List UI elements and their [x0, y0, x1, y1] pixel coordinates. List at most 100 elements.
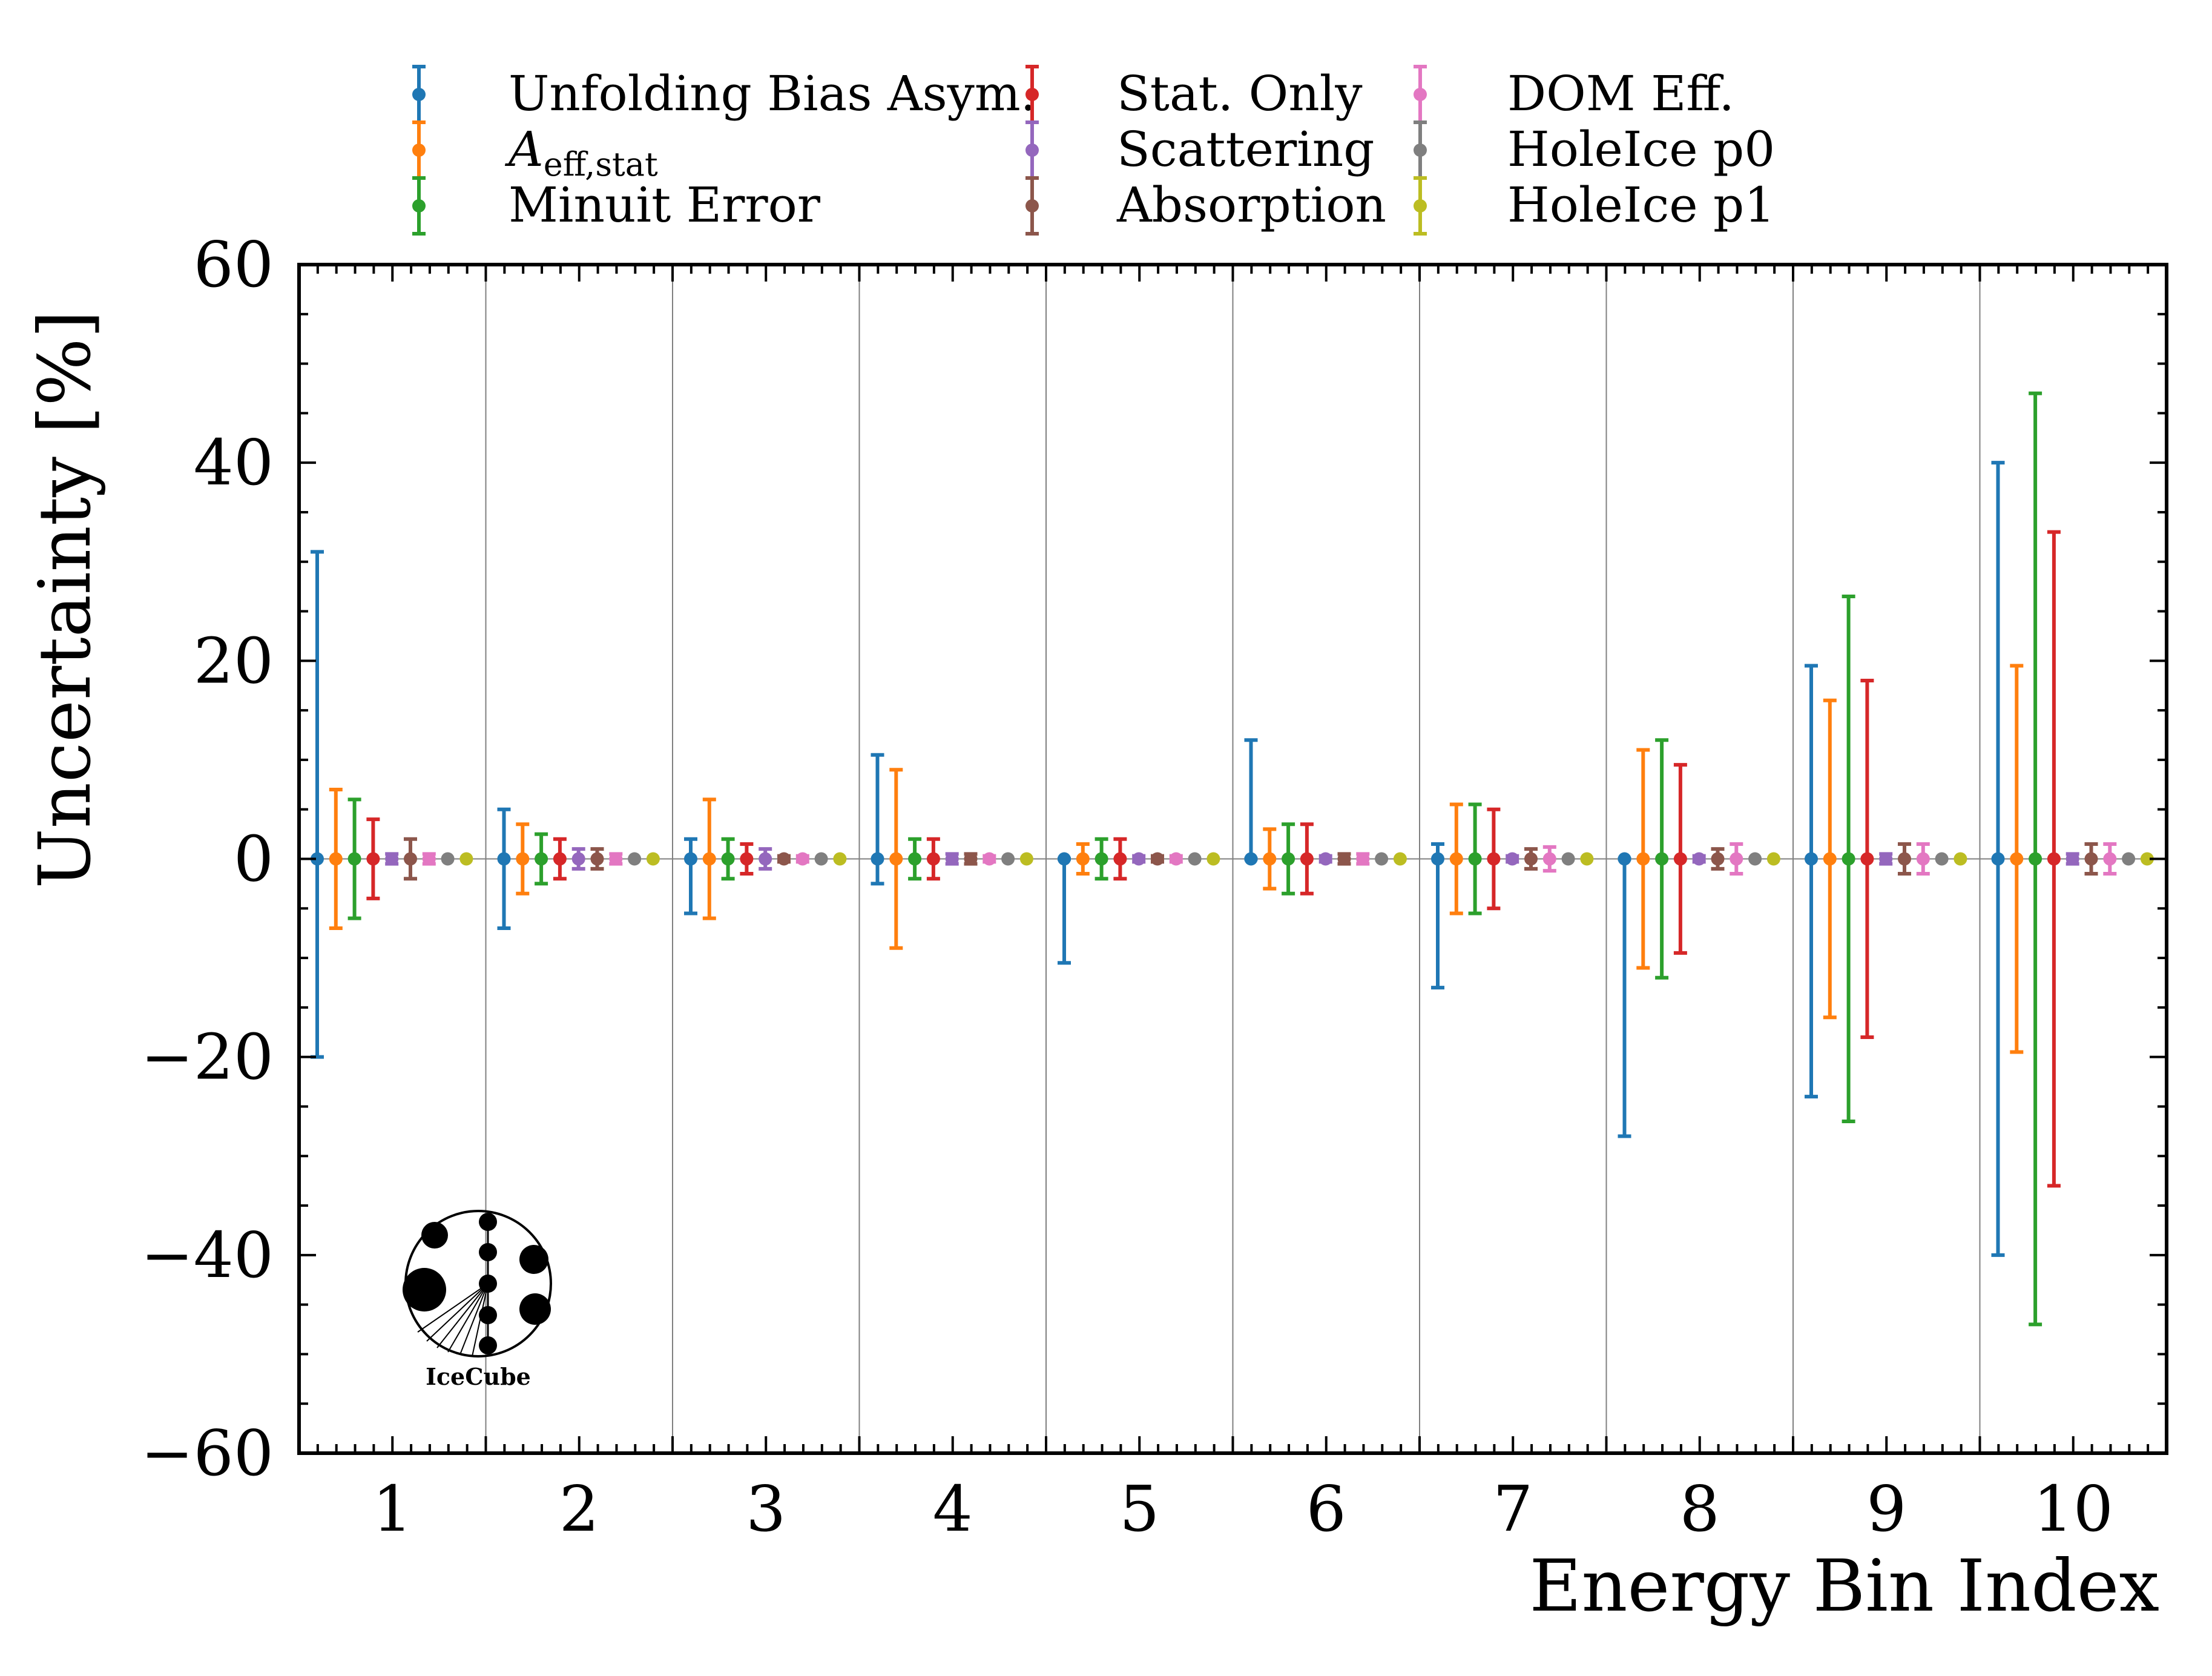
error-bar: [1561, 852, 1575, 866]
error-bar: [833, 852, 847, 866]
error-bar: [1151, 852, 1164, 866]
error-bar: [945, 852, 959, 866]
x-tick-label: 2: [559, 1472, 599, 1546]
error-bar: [1766, 852, 1780, 866]
error-bar: [684, 837, 697, 916]
x-tick-label: 7: [1493, 1472, 1533, 1546]
error-bar: [628, 852, 642, 866]
error-bar: [1244, 738, 1258, 866]
error-bar: [814, 852, 828, 866]
error-bar: [964, 852, 978, 866]
error-bar: [1618, 852, 1631, 1138]
legend-item: Scattering: [1025, 120, 1375, 180]
error-bar: [311, 550, 324, 1059]
error-bar: [777, 852, 791, 866]
error-bar: [590, 847, 604, 871]
plot-area: [297, 263, 2168, 1455]
error-bar: [2029, 391, 2042, 1327]
x-tick-label: 6: [1306, 1472, 1346, 1546]
svg-text:Stat. Only: Stat. Only: [1117, 65, 1363, 122]
error-bar: [2140, 852, 2154, 866]
y-tick-label: 40: [194, 426, 274, 500]
legend-item: HoleIce p0: [1414, 120, 1775, 180]
error-bar: [926, 837, 940, 881]
svg-text:HoleIce p0: HoleIce p0: [1507, 121, 1775, 177]
error-bar: [1673, 763, 1687, 955]
legend-item: Minuit Error: [412, 176, 821, 236]
error-bar: [1169, 852, 1183, 866]
error-bar: [1076, 842, 1090, 876]
error-bar: [2047, 530, 2061, 1188]
x-tick-label: 5: [1119, 1472, 1159, 1546]
y-tick-labels: −60 −40 −20 0 20 40 60: [141, 228, 274, 1490]
error-bar: [1431, 842, 1444, 990]
error-bar: [1094, 837, 1108, 881]
error-bar: [1916, 842, 1930, 876]
error-bar: [871, 753, 884, 886]
error-bar: [1730, 842, 1743, 876]
svg-text:Aeff,stat: Aeff,stat: [504, 121, 658, 183]
error-bar: [1393, 852, 1407, 866]
error-bar: [1879, 852, 1893, 866]
error-bar: [1636, 748, 1650, 970]
error-bar: [1487, 807, 1501, 911]
error-bar: [2122, 852, 2136, 866]
legend-item: Stat. Only: [1025, 65, 1363, 124]
error-bar: [1860, 679, 1874, 1039]
error-bar: [702, 797, 716, 920]
svg-text:HoleIce p1: HoleIce p1: [1507, 177, 1775, 233]
error-bar: [535, 832, 548, 886]
error-bar: [721, 837, 735, 881]
error-bar: [1282, 822, 1295, 896]
error-bar: [329, 787, 343, 931]
error-bar: [1356, 852, 1370, 866]
y-tick-label: 0: [234, 822, 274, 896]
error-bar: [516, 822, 530, 896]
error-bar: [1468, 802, 1482, 916]
error-bar: [366, 817, 380, 900]
error-bar: [1692, 852, 1706, 866]
error-bar: [2066, 852, 2079, 866]
error-bar: [1954, 852, 1967, 866]
error-bar: [1300, 822, 1314, 896]
error-bar: [983, 852, 996, 866]
error-bar: [571, 847, 585, 871]
error-bar: [1263, 827, 1277, 891]
x-tick-label: 1: [372, 1472, 412, 1546]
error-bar: [1542, 845, 1556, 873]
error-bar: [609, 852, 623, 866]
error-bar: [385, 852, 399, 866]
legend-item: Absorption: [1025, 176, 1386, 236]
error-bar: [347, 797, 361, 920]
x-tick-label: 9: [1866, 1472, 1906, 1546]
x-tick-label: 8: [1680, 1472, 1720, 1546]
error-bar: [795, 852, 809, 866]
error-bar: [759, 847, 772, 871]
plot-frame: [297, 263, 2168, 1455]
error-bar: [553, 837, 567, 881]
x-tick-labels: 1 2 3 4 5 6 7 8 9 10: [372, 1472, 2113, 1546]
error-bar: [1655, 738, 1669, 980]
error-bars: [311, 391, 2154, 1327]
y-axis-label: Uncertainty [%]: [23, 310, 107, 888]
error-bar: [1823, 698, 1837, 1020]
error-bar: [1058, 852, 1071, 965]
legend-item: Aeff,stat: [412, 120, 658, 183]
svg-text:Unfolding Bias Asym.: Unfolding Bias Asym.: [509, 65, 1036, 122]
error-bar: [646, 852, 660, 866]
error-bar: [422, 852, 436, 866]
y-tick-label: 20: [194, 624, 274, 698]
error-bar: [1506, 852, 1519, 866]
error-bar: [1748, 852, 1762, 866]
svg-text:Scattering: Scattering: [1117, 121, 1375, 177]
error-bar: [404, 837, 417, 881]
legend-item: DOM Eff.: [1414, 65, 1734, 124]
error-bar: [1805, 664, 1818, 1099]
error-bar: [1132, 852, 1146, 866]
error-bar: [1449, 802, 1463, 916]
error-bar: [2084, 842, 2098, 876]
svg-text:Minuit Error: Minuit Error: [509, 177, 821, 233]
error-bar: [1711, 847, 1725, 871]
error-bar: [1337, 852, 1351, 866]
error-bar: [1580, 852, 1594, 866]
